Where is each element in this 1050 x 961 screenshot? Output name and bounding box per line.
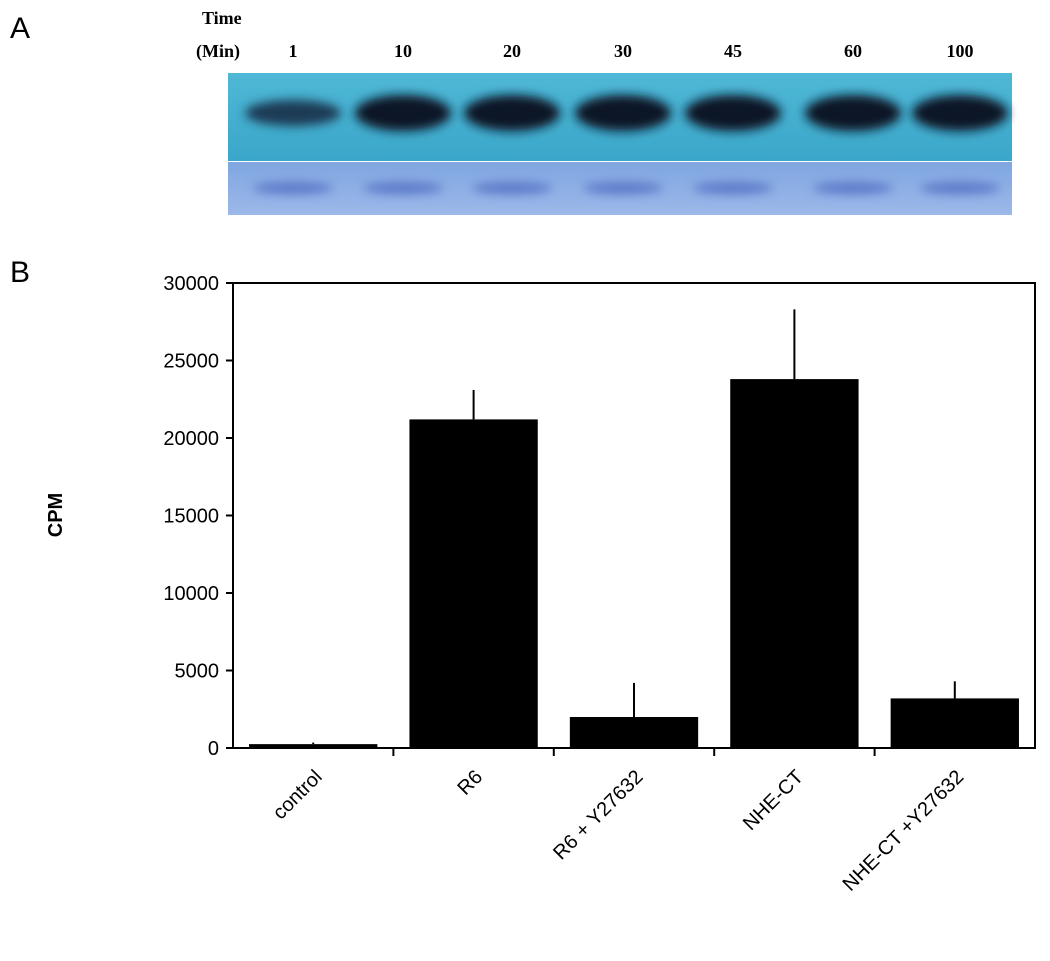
y-tick-label: 15000 [163,506,219,528]
blot-band [464,95,560,131]
x-tick-label: R6 + Y27632 [549,766,647,864]
blot-band [245,100,341,126]
bar [890,698,1019,748]
y-tick-label: 25000 [163,351,219,373]
lane-label: 60 [844,41,862,61]
blot-band [813,182,893,194]
y-tick-label: 20000 [163,428,219,450]
plot-frame [232,282,1036,749]
blot-header: (Min) [196,41,240,62]
x-tick-label: NHE-CT [739,766,808,835]
bar [249,744,378,748]
panel-label: B [10,256,30,289]
x-tick-label: NHE-CT +Y27632 [839,766,969,896]
x-tick-label: control [269,766,327,824]
blot-band [575,95,671,131]
blot-band [693,182,773,194]
bar [569,717,699,748]
lane-label: 45 [724,41,742,61]
blot-band [363,182,443,194]
y-tick-label: 0 [208,738,219,760]
blot-band [472,182,552,194]
blot-band [920,182,1000,194]
panel-label: A [10,12,30,45]
blot-header: Time [202,8,242,28]
blot-band [583,182,663,194]
y-tick-label: 10000 [163,583,219,605]
blot-band [912,95,1008,131]
blot-band [685,95,781,131]
y-tick-label: 5000 [175,661,220,683]
lane-label: 20 [503,41,521,61]
blot-band [253,182,333,194]
lane-label: 1 [289,41,298,61]
y-axis-label: CPM [45,493,67,537]
lane-label: 10 [394,41,412,61]
x-tick-label: R6 [453,766,487,800]
blot-band [805,95,901,131]
lane-label: 30 [614,41,632,61]
y-tick-label: 30000 [163,273,219,295]
blot-band [355,95,451,131]
bar [409,419,538,748]
bar [730,379,859,748]
blot-image [228,73,1012,215]
lane-label: 100 [947,41,974,61]
